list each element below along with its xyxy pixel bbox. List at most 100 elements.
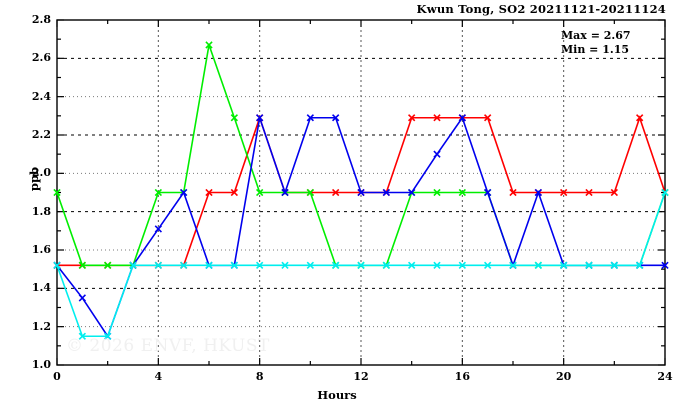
- marker-x-icon: [129, 261, 137, 269]
- series-marker-20211124: [281, 261, 289, 269]
- marker-x-icon: [154, 188, 162, 197]
- marker-x-icon: [408, 261, 416, 269]
- marker-x-icon: [408, 114, 416, 122]
- y-tick-label: 1.6: [31, 243, 51, 256]
- marker-x-icon: [332, 261, 340, 269]
- series-marker-20211124: [230, 261, 238, 269]
- marker-x-icon: [382, 188, 390, 197]
- y-tick-label: 1.2: [31, 319, 51, 333]
- series-marker-20211122: [256, 188, 264, 197]
- series-marker-20211123: [256, 114, 264, 122]
- series-marker-20211121: [509, 188, 517, 197]
- series-marker-20211123: [458, 114, 466, 122]
- series-marker-20211121: [408, 114, 416, 122]
- series-marker-20211124: [484, 261, 492, 269]
- y-tick-label: 2.2: [31, 128, 51, 141]
- series-marker-20211124: [53, 261, 61, 269]
- marker-x-icon: [484, 114, 492, 122]
- marker-x-icon: [230, 261, 238, 269]
- y-tick-label: 2.6: [31, 51, 51, 65]
- series-marker-20211123: [408, 188, 416, 197]
- series-marker-20211121: [332, 188, 340, 197]
- marker-x-icon: [433, 114, 441, 122]
- marker-x-icon: [458, 261, 466, 269]
- marker-x-icon: [78, 294, 86, 302]
- marker-x-icon: [281, 188, 289, 197]
- series-marker-20211124: [154, 261, 162, 269]
- x-tick-label: 0: [53, 370, 61, 383]
- marker-x-icon: [205, 261, 213, 269]
- series-marker-20211123: [154, 225, 162, 233]
- marker-x-icon: [180, 188, 188, 197]
- series-marker-20211124: [408, 261, 416, 269]
- marker-x-icon: [332, 188, 340, 197]
- marker-x-icon: [230, 114, 238, 122]
- marker-x-icon: [484, 261, 492, 269]
- marker-x-icon: [433, 188, 441, 197]
- marker-x-icon: [534, 261, 542, 269]
- marker-x-icon: [661, 188, 669, 197]
- series-marker-20211121: [230, 188, 238, 197]
- y-tick-label: 1.4: [31, 281, 51, 295]
- x-tick-label: 24: [657, 370, 673, 383]
- marker-x-icon: [408, 188, 416, 197]
- marker-x-icon: [104, 332, 112, 340]
- series-marker-20211124: [357, 261, 365, 269]
- series-marker-20211122: [154, 188, 162, 197]
- marker-x-icon: [357, 261, 365, 269]
- marker-x-icon: [382, 261, 390, 269]
- marker-x-icon: [256, 188, 264, 197]
- marker-x-icon: [332, 114, 340, 122]
- minmax-annotation: Max = 2.67 Min = 1.15: [561, 29, 631, 56]
- series-marker-20211124: [180, 261, 188, 269]
- series-marker-20211123: [433, 150, 441, 158]
- marker-x-icon: [154, 261, 162, 269]
- series-marker-20211122: [205, 41, 213, 49]
- x-tick-label: 4: [154, 370, 163, 383]
- marker-x-icon: [357, 188, 365, 197]
- marker-x-icon: [256, 114, 264, 122]
- marker-x-icon: [610, 188, 618, 197]
- series-marker-20211123: [281, 188, 289, 197]
- series-marker-20211124: [560, 261, 568, 269]
- marker-x-icon: [585, 261, 593, 269]
- y-tick-label: 1.0: [31, 358, 51, 371]
- marker-x-icon: [53, 188, 61, 197]
- page-title: Kwun Tong, SO2 20211121-20211124: [416, 2, 666, 16]
- marker-x-icon: [256, 261, 264, 269]
- series-marker-20211123: [661, 261, 669, 269]
- marker-x-icon: [458, 114, 466, 122]
- marker-x-icon: [661, 261, 669, 269]
- series-marker-20211122: [433, 188, 441, 197]
- series-marker-20211124: [661, 188, 669, 197]
- series-marker-20211122: [78, 261, 86, 269]
- marker-x-icon: [306, 114, 314, 122]
- marker-x-icon: [205, 41, 213, 49]
- watermark: © 2026 ENVF, HKUST: [66, 336, 270, 356]
- series-marker-20211121: [585, 188, 593, 197]
- series-marker-20211124: [256, 261, 264, 269]
- series-marker-20211124: [104, 332, 112, 340]
- marker-x-icon: [636, 114, 644, 122]
- marker-x-icon: [560, 188, 568, 197]
- marker-x-icon: [610, 261, 618, 269]
- series-marker-20211124: [458, 261, 466, 269]
- y-tick-label: 1.8: [31, 204, 51, 218]
- series-marker-20211121: [433, 114, 441, 122]
- y-tick-label: 2.0: [31, 166, 51, 180]
- series-marker-20211123: [306, 114, 314, 122]
- marker-x-icon: [636, 261, 644, 269]
- marker-x-icon: [154, 225, 162, 233]
- series-marker-20211123: [534, 188, 542, 197]
- series-marker-20211121: [205, 188, 213, 197]
- x-tick-label: 8: [255, 370, 264, 383]
- series-marker-20211124: [433, 261, 441, 269]
- series-marker-20211124: [306, 261, 314, 269]
- marker-x-icon: [433, 150, 441, 158]
- series-marker-20211124: [636, 261, 644, 269]
- y-tick-label: 2.8: [31, 13, 51, 26]
- marker-x-icon: [484, 188, 492, 197]
- series-marker-20211124: [382, 261, 390, 269]
